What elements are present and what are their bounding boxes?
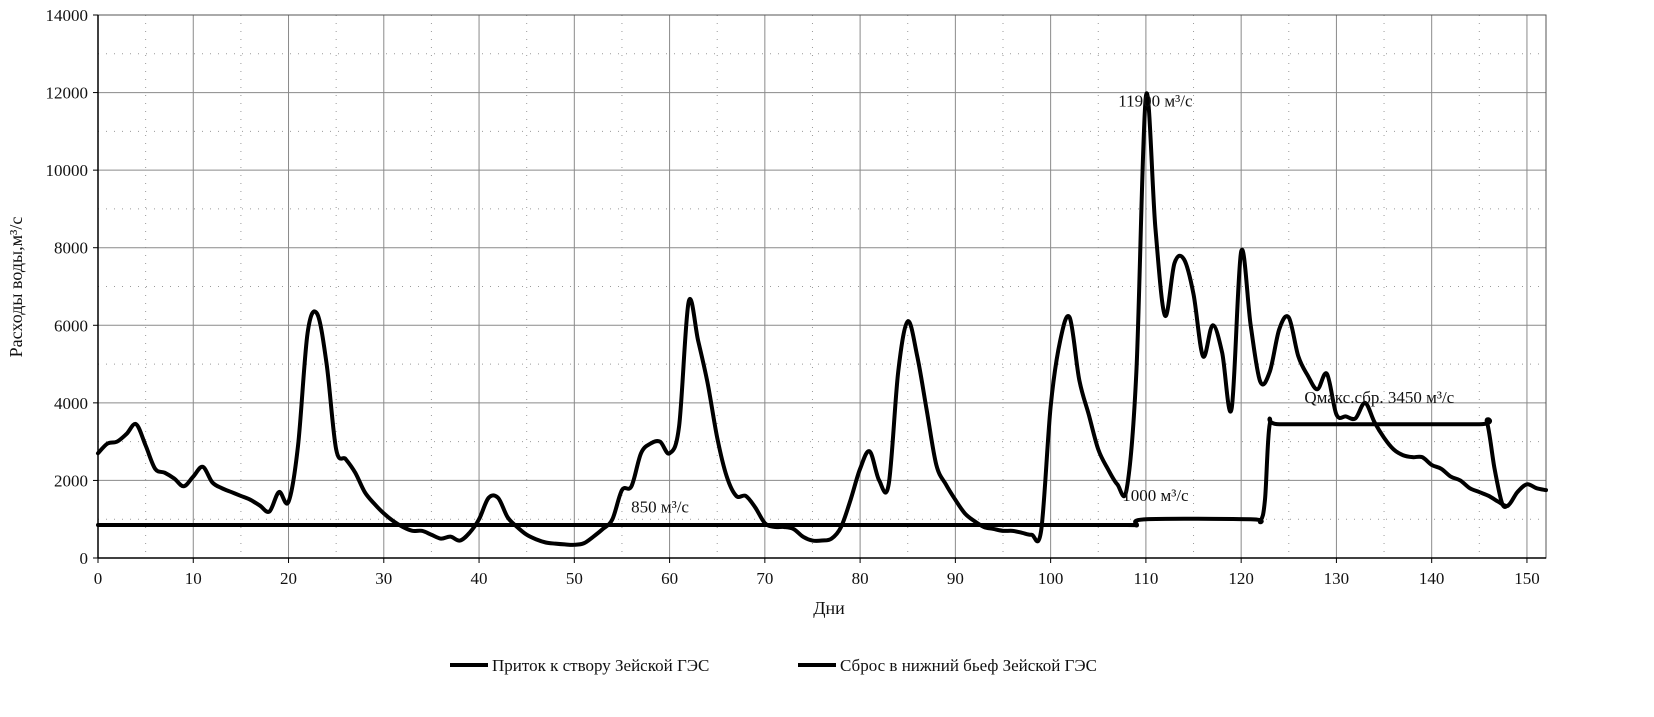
annotation-label: 850 м³/с [631, 497, 689, 516]
y-tick-label: 12000 [46, 84, 89, 103]
x-tick-label: 80 [852, 569, 869, 588]
annotation-label: 1000 м³/с [1122, 486, 1189, 505]
x-tick-label: 100 [1038, 569, 1064, 588]
x-tick-label: 30 [375, 569, 392, 588]
y-tick-label: 10000 [46, 161, 89, 180]
plot-frame [97, 14, 1547, 559]
series-line-inflow [96, 91, 1548, 547]
x-tick-label: 130 [1324, 569, 1350, 588]
x-tick-label: 70 [756, 569, 773, 588]
y-tick-label: 6000 [54, 316, 88, 335]
y-tick-label: 14000 [46, 6, 89, 25]
legend-label-inflow: Приток к створу Зейской ГЭС [492, 656, 709, 675]
legend: Приток к створу Зейской ГЭС Сброс в нижн… [450, 656, 1097, 675]
x-tick-label: 10 [185, 569, 202, 588]
grid-major [98, 14, 1546, 558]
x-tick-label: 140 [1419, 569, 1445, 588]
x-tick-label: 60 [661, 569, 678, 588]
y-axis-ticks: 0 2000 4000 6000 8000 10000 12000 14000 [46, 6, 98, 568]
x-tick-label: 120 [1228, 569, 1254, 588]
x-tick-label: 50 [566, 569, 583, 588]
series-layer [96, 91, 1548, 547]
plot-area-border [97, 14, 1547, 559]
series-line-discharge [96, 416, 1510, 528]
legend-label-discharge: Сброс в нижний бьеф Зейской ГЭС [840, 656, 1097, 675]
y-tick-label: 2000 [54, 471, 88, 490]
annotations: 11900 м³/с 850 м³/с 1000 м³/с Qмакс.сбр. 34… [631, 91, 1455, 516]
x-axis-ticks: 0 10 20 30 40 50 60 70 80 90 100 110 120 130 140 150 [94, 558, 1540, 588]
annotation-label: 11900 м³/с [1118, 91, 1193, 110]
y-tick-label: 0 [80, 549, 89, 568]
x-tick-label: 0 [94, 569, 103, 588]
y-tick-label: 4000 [54, 394, 88, 413]
x-axis-title: Дни [813, 598, 845, 618]
y-axis-title: Расходы воды,м³/с [6, 217, 26, 358]
x-tick-label: 110 [1133, 569, 1158, 588]
grid-minor [98, 15, 1546, 558]
y-tick-label: 8000 [54, 239, 88, 258]
x-tick-label: 20 [280, 569, 297, 588]
x-tick-label: 90 [947, 569, 964, 588]
x-tick-label: 40 [471, 569, 488, 588]
annotation-label: Qмакс.сбр. 3450 м³/с [1304, 388, 1454, 407]
x-tick-label: 150 [1514, 569, 1540, 588]
